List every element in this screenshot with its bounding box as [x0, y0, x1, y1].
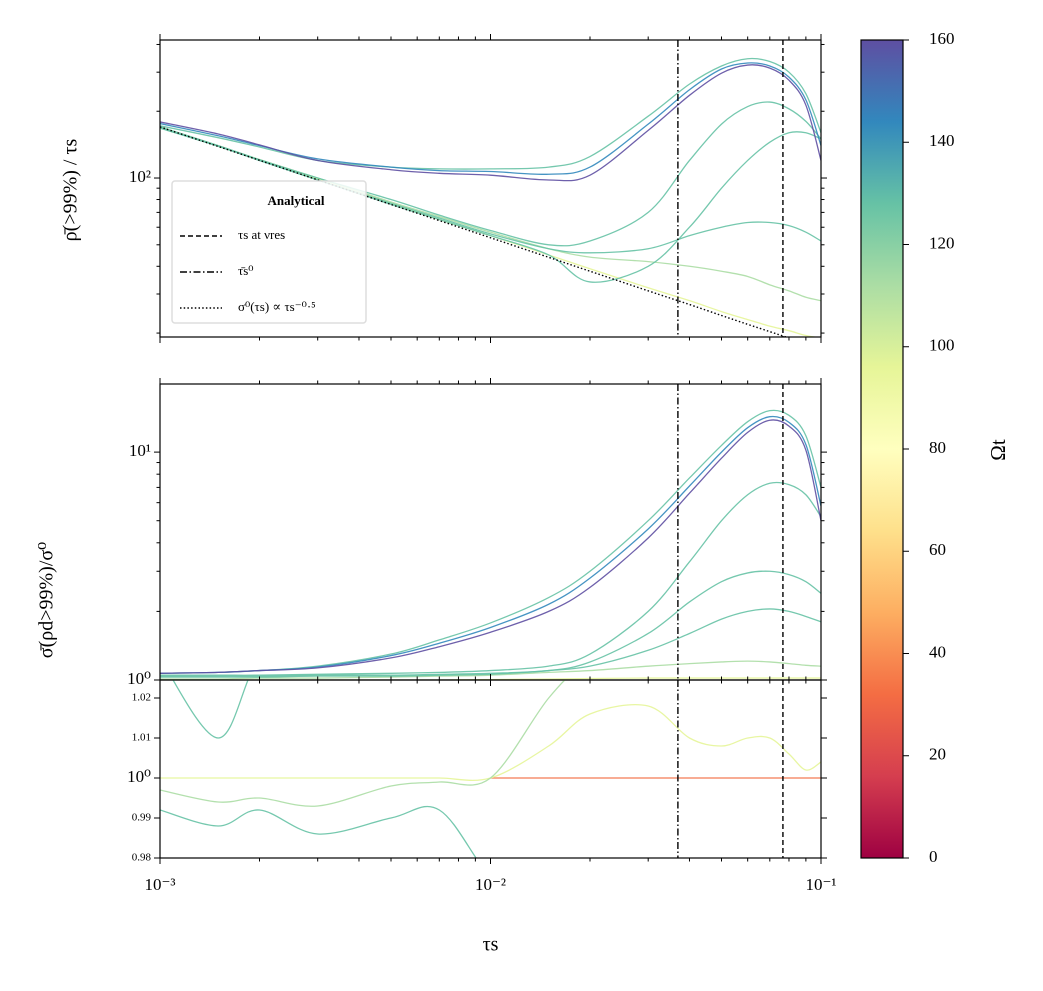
colorbar-label: Ωt: [986, 439, 1010, 461]
series-line: [160, 415, 821, 674]
y-tick-label: 1.02: [132, 692, 151, 704]
x-axis-label: τs: [483, 934, 499, 956]
x-tick-label: 10⁻¹: [805, 875, 836, 894]
y-axis-label: ρ̄(>99%) / τs: [60, 138, 82, 241]
colorbar-tick-label: 80: [929, 438, 946, 457]
legend-box: [171, 180, 367, 324]
legend-title: Analytical: [267, 193, 324, 208]
colorbar-tick-label: 20: [929, 745, 946, 764]
x-tick-label: 10⁻²: [475, 875, 506, 894]
series-line: [160, 57, 821, 170]
series-line: [160, 703, 821, 781]
series-line: [160, 481, 821, 676]
panel: 10² ρ̄(>99%) / τs Analytical τs at νres τ̄s⁰…: [60, 34, 827, 343]
series-line: [160, 680, 566, 807]
plot-area: [160, 409, 821, 680]
series-line: [160, 409, 821, 674]
series-line: [160, 126, 789, 337]
y-tick-label: 0.99: [132, 812, 152, 824]
series-line: [160, 570, 821, 677]
colorbar-tick-label: 0: [929, 847, 938, 866]
legend: Analytical τs at νres τ̄s⁰ σ⁰(τs) ∝ τs⁻⁰·⁵: [171, 180, 367, 324]
series-line: [160, 608, 821, 678]
series-line: [160, 62, 821, 176]
colorbar-tick-label: 160: [929, 29, 955, 48]
y-tick-label: 10⁰: [127, 669, 151, 688]
series-line: [160, 805, 477, 858]
axes-frame: [159, 383, 822, 681]
colorbar-fill: [860, 39, 904, 859]
colorbar-tick-label: 60: [929, 540, 946, 559]
plot-area: [160, 680, 821, 858]
colorbar-tick-label: 100: [929, 336, 955, 355]
legend-label: τ̄s⁰: [238, 263, 254, 278]
panel: 10⁰ 10¹ σ̄(ρd>99%)/σ⁰: [36, 378, 827, 688]
y-tick-label: 10¹: [129, 441, 151, 460]
y-tick-label: 0.98: [132, 852, 152, 864]
colorbar-tick-label: 140: [929, 131, 955, 150]
panel: 10⁻³ 10⁻² 10⁻¹ 0.98 0.99 10⁰ 1.01 1.02 τs: [127, 674, 837, 956]
series-line: [160, 101, 821, 247]
y-tick-label: 1.01: [132, 732, 151, 744]
colorbar: 0 20 40 60 80 100 120 140 160 Ωt: [860, 29, 1010, 866]
plot-area: [160, 57, 821, 337]
y-axis-label: σ̄(ρd>99%)/σ⁰: [36, 542, 58, 658]
colorbar-tick-label: 40: [929, 642, 946, 661]
y-tick-label: 10⁰: [127, 767, 151, 786]
series-line: [160, 660, 821, 680]
series-line: [160, 419, 821, 674]
series-line: [160, 64, 821, 182]
y-tick-label: 10²: [129, 167, 151, 186]
legend-label: σ⁰(τs) ∝ τs⁻⁰·⁵: [238, 299, 316, 314]
axes-frame: [159, 679, 822, 859]
x-tick-label: 10⁻³: [144, 875, 175, 894]
colorbar-tick-label: 120: [929, 233, 955, 252]
legend-label: τs at νres: [238, 227, 285, 242]
